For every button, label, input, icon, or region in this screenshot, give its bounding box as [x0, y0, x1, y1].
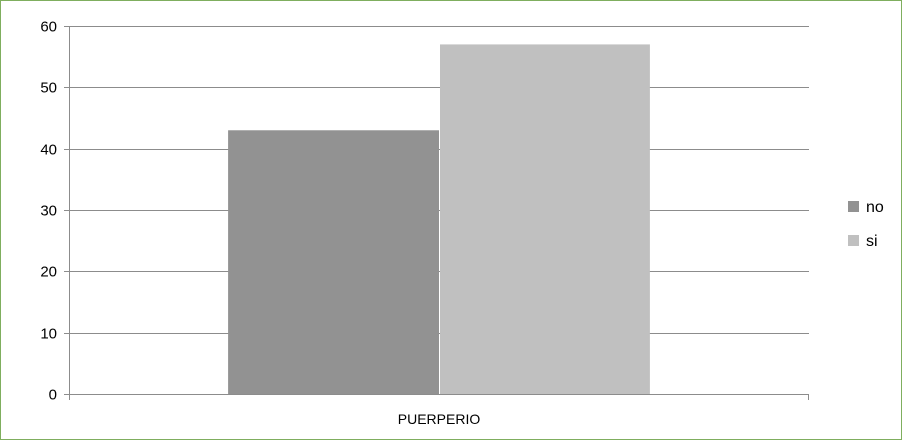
y-axis-ticks: 0 10 20 30 40 50 60: [40, 19, 69, 404]
legend-swatch-si: [848, 235, 859, 246]
legend-label-si: si: [866, 233, 878, 250]
y-tick-label: 20: [40, 264, 57, 281]
x-axis-labels: PUERPERIO: [398, 411, 481, 427]
bars: [228, 44, 650, 395]
legend: no si: [848, 199, 884, 250]
bar-si: [440, 44, 650, 395]
legend-swatch-no: [848, 201, 859, 212]
y-tick-label: 40: [40, 142, 57, 159]
bar-no: [228, 130, 439, 394]
y-tick-label: 0: [49, 387, 57, 404]
axes: [69, 26, 809, 400]
y-tick-label: 10: [40, 326, 57, 343]
legend-label-no: no: [866, 199, 884, 216]
y-tick-label: 50: [40, 80, 57, 97]
y-tick-label: 30: [40, 203, 57, 220]
x-category-label: PUERPERIO: [398, 411, 481, 427]
y-tick-label: 60: [40, 19, 57, 36]
